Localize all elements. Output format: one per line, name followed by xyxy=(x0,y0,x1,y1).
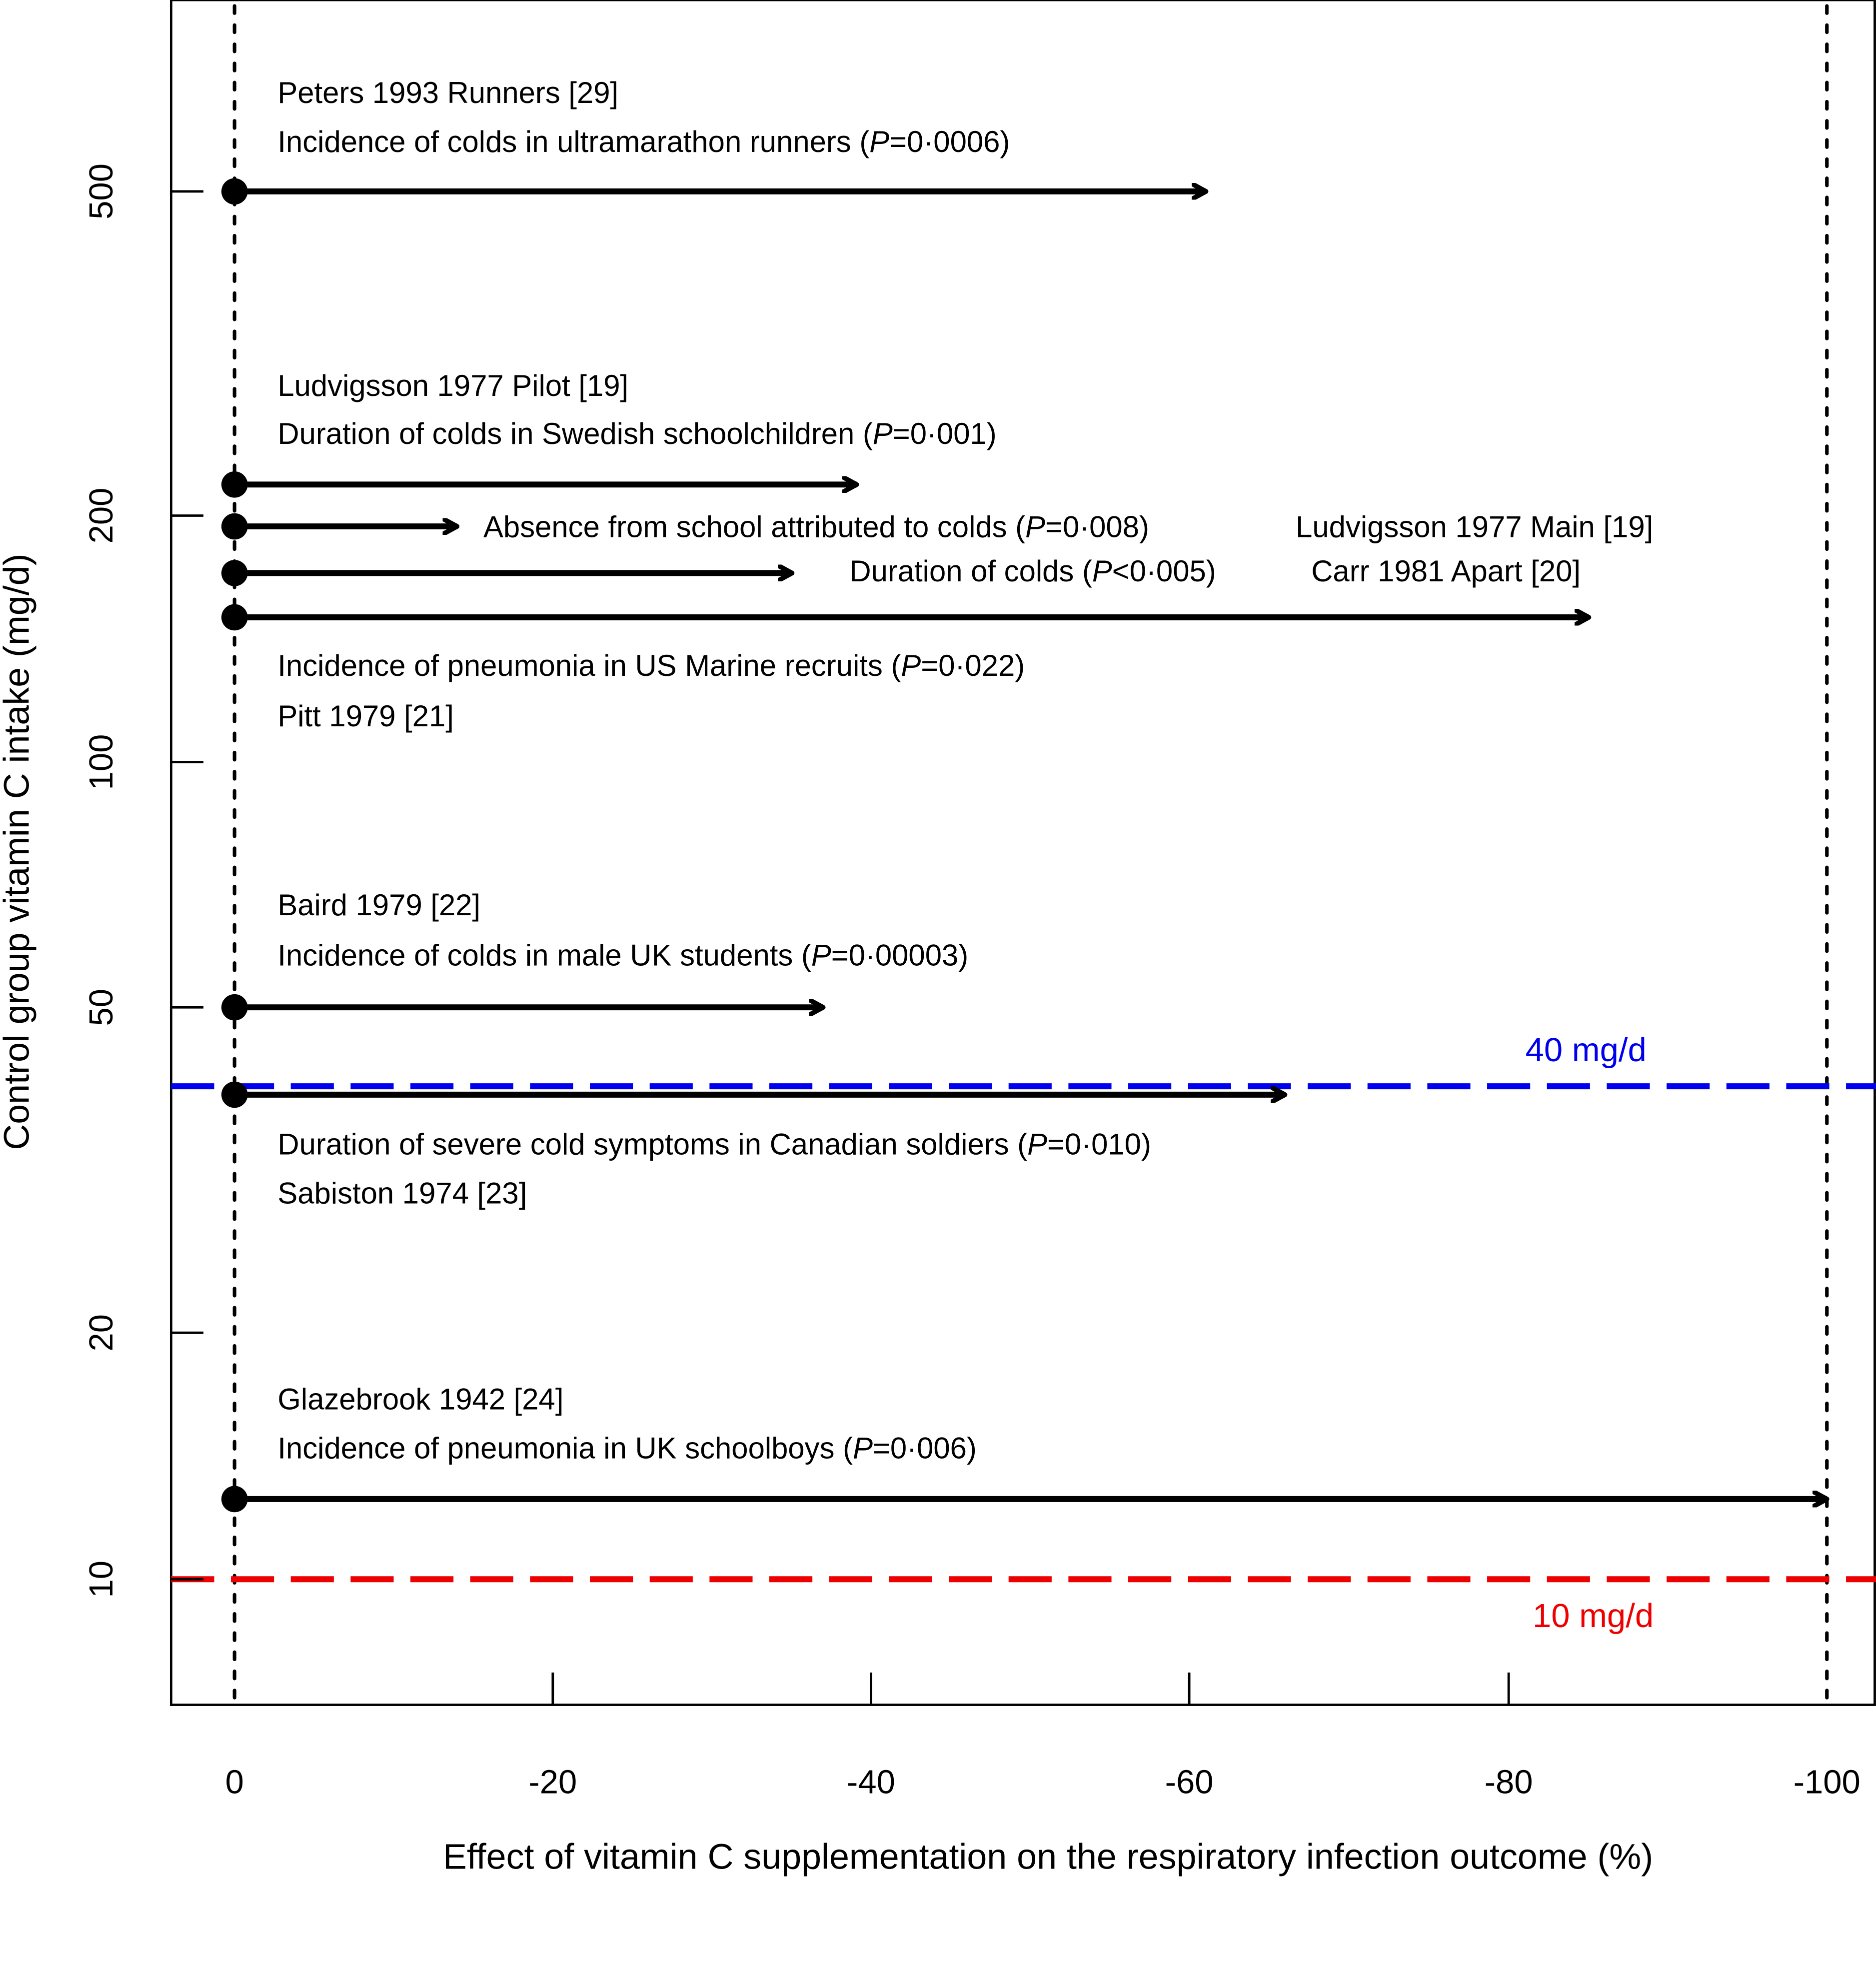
point-glazebrook xyxy=(221,1486,248,1513)
study-label-glazebrook: Glazebrook 1942 [24] xyxy=(277,1382,563,1416)
y-axis xyxy=(171,190,203,1581)
annotations: Peters 1993 Runners [29] Incidence of co… xyxy=(277,76,1653,1465)
y-tick-label: 10 xyxy=(82,1561,120,1598)
study-label-ludvigsson-pilot: Ludvigsson 1977 Pilot [19] xyxy=(277,369,628,402)
point-pitt xyxy=(221,604,248,631)
x-tick-label: 0 xyxy=(225,1764,244,1801)
point-ludvigsson-main xyxy=(221,513,248,540)
outcome-label-carr: Duration of colds (P<0·005) xyxy=(849,554,1216,588)
point-ludvigsson-pilot xyxy=(221,471,248,498)
y-tick-label: 500 xyxy=(82,163,120,219)
point-baird xyxy=(221,994,248,1021)
x-axis-title: Effect of vitamin C supplementation on t… xyxy=(443,1837,1653,1877)
point-carr xyxy=(221,560,248,586)
x-tick-label: -100 xyxy=(1794,1764,1861,1801)
outcome-label-baird: Incidence of colds in male UK students (… xyxy=(277,938,968,972)
y-tick-label: 50 xyxy=(82,989,120,1026)
study-label-peters: Peters 1993 Runners [29] xyxy=(277,76,618,109)
x-tick-label: -40 xyxy=(847,1764,895,1801)
plot-frame xyxy=(169,0,1876,1706)
point-peters xyxy=(221,178,248,205)
ref-label-10mg: 10 mg/d xyxy=(1533,1597,1654,1635)
outcome-label-glazebrook: Incidence of pneumonia in UK schoolboys … xyxy=(277,1431,977,1465)
outcome-label-ludvigsson-pilot: Duration of colds in Swedish schoolchild… xyxy=(277,417,996,450)
outcome-label-ludvigsson-main: Absence from school attributed to colds … xyxy=(483,510,1149,544)
outcome-label-pitt: Incidence of pneumonia in US Marine recr… xyxy=(277,649,1025,682)
point-sabiston xyxy=(221,1081,248,1108)
y-tick-label: 100 xyxy=(82,734,120,790)
data-points xyxy=(221,178,248,1513)
y-tick-label: 20 xyxy=(82,1314,120,1352)
study-label-carr: Carr 1981 Apart [20] xyxy=(1311,554,1581,588)
y-tick-labels: 500 200 100 50 20 10 xyxy=(82,163,120,1598)
x-tick-label: -80 xyxy=(1485,1764,1533,1801)
outcome-label-sabiston: Duration of severe cold symptoms in Cana… xyxy=(277,1128,1151,1161)
study-label-baird: Baird 1979 [22] xyxy=(277,888,480,922)
x-axis xyxy=(551,1672,1510,1705)
x-tick-label: -20 xyxy=(528,1764,577,1801)
study-label-sabiston: Sabiston 1974 [23] xyxy=(277,1177,527,1210)
effect-arrows xyxy=(234,191,1827,1499)
study-label-pitt: Pitt 1979 [21] xyxy=(277,699,454,733)
x-tick-label: -60 xyxy=(1165,1764,1214,1801)
study-label-ludvigsson-main: Ludvigsson 1977 Main [19] xyxy=(1296,510,1653,544)
x-tick-labels: 0 -20 -40 -60 -80 -100 xyxy=(225,1764,1861,1801)
y-axis-title: Control group vitamin C intake (mg/d) xyxy=(0,554,37,1150)
ref-label-40mg: 40 mg/d xyxy=(1526,1031,1647,1069)
y-tick-label: 200 xyxy=(82,488,120,544)
outcome-label-peters: Incidence of colds in ultramarathon runn… xyxy=(277,125,1010,158)
